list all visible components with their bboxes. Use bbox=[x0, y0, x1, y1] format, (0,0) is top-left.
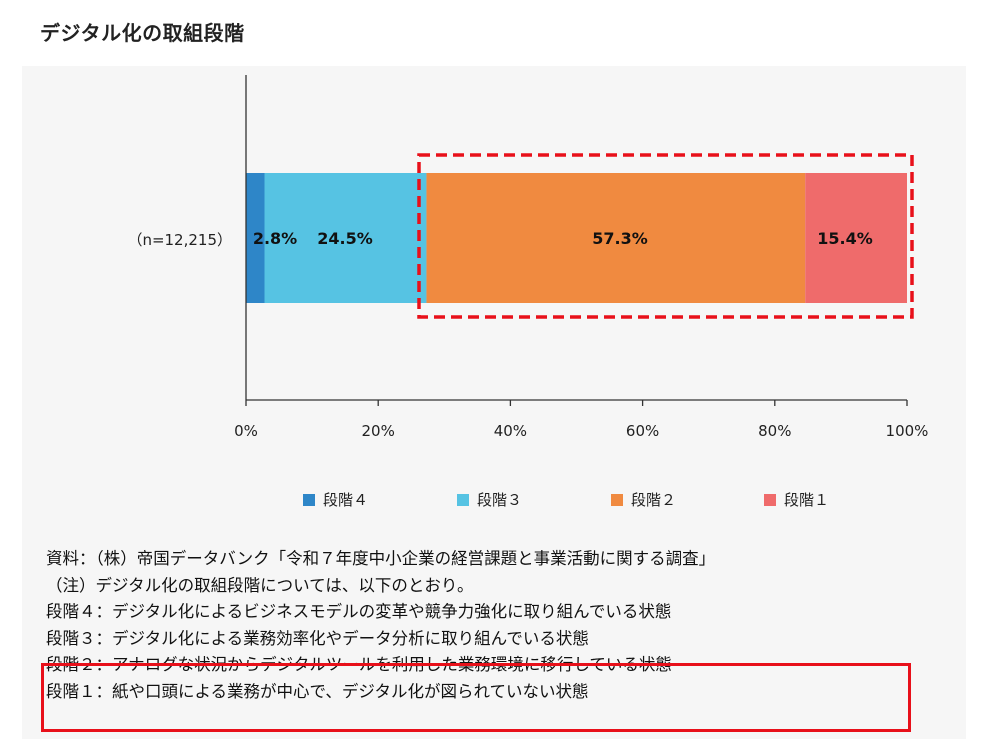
legend-label-3: 段階２ bbox=[631, 491, 676, 509]
legend-label-4: 段階１ bbox=[784, 491, 829, 509]
x-tick-label: 60% bbox=[626, 422, 659, 440]
x-tick-group: 0% 20% 40% 60% 80% 100% bbox=[234, 400, 928, 440]
x-tick-label: 0% bbox=[234, 422, 258, 440]
x-tick-label: 40% bbox=[494, 422, 527, 440]
page-title: デジタル化の取組段階 bbox=[40, 21, 245, 45]
category-label: （n=12,215） bbox=[127, 231, 232, 249]
bar-value-label-3: 57.3% bbox=[592, 229, 648, 248]
bar-value-label-4: 15.4% bbox=[817, 229, 873, 248]
legend: 段階４ 段階３ 段階２ 段階１ bbox=[303, 491, 829, 509]
note-stage-3: 段階３：デジタル化による業務効率化やデータ分析に取り組んでいる状態 bbox=[46, 628, 589, 648]
x-tick-label: 80% bbox=[758, 422, 791, 440]
note-stage-4: 段階４：デジタル化によるビジネスモデルの変革や競争力強化に取り組んでいる状態 bbox=[46, 602, 672, 621]
legend-swatch-3 bbox=[611, 494, 623, 506]
bar-segment-2 bbox=[264, 173, 427, 303]
bar-segment-3 bbox=[426, 173, 806, 303]
notes-highlight-box bbox=[41, 663, 911, 732]
bar-value-label-1: 2.8% bbox=[253, 229, 297, 248]
bar-segment-1 bbox=[246, 173, 265, 303]
bar-segment-4 bbox=[805, 173, 907, 303]
x-tick-label: 100% bbox=[886, 422, 929, 440]
note-caveat: （注）デジタル化の取組段階については、以下のとおり。 bbox=[46, 575, 474, 595]
legend-label-1: 段階４ bbox=[323, 491, 368, 509]
legend-swatch-4 bbox=[764, 494, 776, 506]
legend-swatch-1 bbox=[303, 494, 315, 506]
bar-value-label-2: 24.5% bbox=[317, 229, 373, 248]
highlight-dashed-box bbox=[417, 153, 914, 319]
bar-group bbox=[246, 173, 907, 303]
note-source: 資料：（株）帝国データバンク「令和７年度中小企業の経営課題と事業活動に関する調査… bbox=[46, 549, 716, 568]
note-stage-1: 段階１：紙や口頭による業務が中心で、デジタル化が図られていない状態 bbox=[46, 681, 589, 701]
x-tick-label: 20% bbox=[362, 422, 395, 440]
legend-label-2: 段階３ bbox=[477, 491, 522, 509]
bar-label-group: 2.8% 24.5% 57.3% 15.4% bbox=[253, 229, 873, 248]
legend-swatch-2 bbox=[457, 494, 469, 506]
